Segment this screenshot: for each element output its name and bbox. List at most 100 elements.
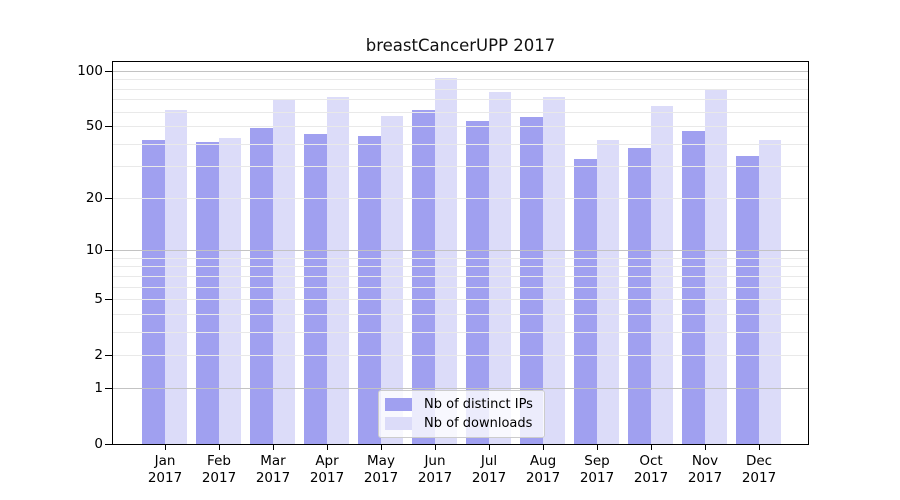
gridline-20 — [113, 197, 808, 199]
x-tick-mark-dec — [759, 445, 760, 450]
x-tick-mark-nov — [705, 445, 706, 450]
y-tick-mark-20 — [105, 198, 112, 199]
x-tick-year: 2017 — [633, 469, 669, 486]
gridline-9 — [113, 257, 808, 259]
bar-downloads-may — [380, 115, 403, 444]
bar-distinct-ips-mar — [250, 127, 273, 444]
x-tick-month: Jun — [424, 453, 446, 469]
gridline-80 — [113, 88, 808, 90]
legend-label-downloads: Nb of downloads — [424, 416, 533, 431]
x-tick-label-sep: Sep 2017 — [567, 453, 627, 486]
legend-swatch-downloads — [385, 417, 412, 430]
x-tick-label-apr: Apr 2017 — [297, 453, 357, 486]
x-tick-month: Feb — [207, 453, 231, 469]
bar-distinct-ips-may — [358, 136, 381, 444]
x-tick-month: Mar — [260, 453, 286, 469]
gridline-8 — [113, 266, 808, 268]
x-tick-month: Apr — [315, 453, 339, 469]
y-tick-label-5: 5 — [94, 291, 103, 307]
chart-title: breastCancerUPP 2017 — [365, 36, 556, 55]
x-tick-month: Sep — [584, 453, 610, 469]
bar-distinct-ips-feb — [196, 141, 219, 444]
gridline-10 — [113, 250, 808, 252]
x-tick-year: 2017 — [471, 469, 507, 486]
gridline-7 — [113, 275, 808, 277]
gridline-3 — [113, 331, 808, 333]
x-tick-month: Nov — [691, 453, 719, 469]
x-tick-year: 2017 — [741, 469, 777, 486]
y-tick-label-100: 100 — [77, 63, 103, 79]
bar-distinct-ips-sep — [574, 158, 597, 444]
bar-downloads-sep — [596, 139, 619, 444]
x-tick-label-jan: Jan 2017 — [135, 453, 195, 486]
gridline-30 — [113, 166, 808, 168]
bar-downloads-dec — [758, 139, 781, 444]
gridline-50 — [113, 126, 808, 127]
gridline-5 — [113, 299, 808, 301]
bar-downloads-jan — [164, 110, 187, 444]
y-tick-mark-10 — [105, 250, 112, 251]
y-tick-label-50: 50 — [85, 118, 103, 134]
bar-downloads-aug — [542, 97, 565, 444]
bar-downloads-mar — [272, 99, 295, 444]
x-tick-mark-jul — [489, 445, 490, 450]
x-tick-month: Jul — [480, 453, 498, 469]
x-tick-year: 2017 — [525, 469, 561, 486]
x-tick-label-jun: Jun 2017 — [405, 453, 465, 486]
bar-downloads-apr — [326, 97, 349, 444]
gridline-100 — [113, 70, 808, 72]
x-tick-month: Dec — [745, 453, 773, 469]
y-tick-label-0: 0 — [94, 436, 103, 452]
gridline-2 — [113, 355, 808, 357]
legend-item-distinct-ips: Nb of distinct IPs — [385, 397, 544, 412]
x-tick-month: Aug — [529, 453, 557, 469]
x-tick-year: 2017 — [417, 469, 453, 486]
x-tick-mark-jan — [165, 445, 166, 450]
x-tick-year: 2017 — [687, 469, 723, 486]
x-tick-label-may: May 2017 — [351, 453, 411, 486]
bar-downloads-jun — [434, 78, 457, 444]
bar-distinct-ips-oct — [628, 147, 651, 444]
y-tick-label-2: 2 — [94, 347, 103, 363]
bar-distinct-ips-jun — [412, 110, 435, 444]
bar-distinct-ips-jul — [466, 121, 489, 444]
gridline-90 — [113, 79, 808, 81]
x-tick-year: 2017 — [579, 469, 615, 486]
gridline-60 — [113, 111, 808, 113]
x-tick-label-jul: Jul 2017 — [459, 453, 519, 486]
bar-downloads-feb — [218, 137, 241, 444]
y-tick-mark-50 — [105, 126, 112, 127]
legend-item-downloads: Nb of downloads — [385, 416, 544, 431]
y-tick-label-1: 1 — [94, 380, 103, 396]
x-tick-year: 2017 — [201, 469, 237, 486]
bar-downloads-oct — [650, 106, 673, 444]
legend-swatch-distinct-ips — [385, 398, 412, 411]
y-tick-mark-100 — [105, 71, 112, 72]
gridline-4 — [113, 313, 808, 315]
y-tick-label-20: 20 — [85, 190, 103, 206]
legend-label-distinct-ips: Nb of distinct IPs — [424, 397, 533, 412]
x-tick-label-aug: Aug 2017 — [513, 453, 573, 486]
gridlines-layer — [113, 62, 808, 444]
bar-distinct-ips-apr — [304, 134, 327, 444]
bar-distinct-ips-jan — [142, 139, 165, 444]
x-tick-year: 2017 — [363, 469, 399, 486]
x-tick-label-mar: Mar 2017 — [243, 453, 303, 486]
x-tick-label-nov: Nov 2017 — [675, 453, 735, 486]
x-tick-mark-jun — [435, 445, 436, 450]
x-tick-mark-apr — [327, 445, 328, 450]
x-tick-year: 2017 — [147, 469, 183, 486]
y-tick-mark-2 — [105, 355, 112, 356]
y-tick-mark-1 — [105, 388, 112, 389]
x-tick-mark-aug — [543, 445, 544, 450]
y-tick-mark-5 — [105, 299, 112, 300]
x-tick-mark-mar — [273, 445, 274, 450]
x-tick-year: 2017 — [309, 469, 345, 486]
gridline-40 — [113, 143, 808, 145]
gridline-70 — [113, 99, 808, 101]
x-tick-mark-sep — [597, 445, 598, 450]
gridline-1 — [113, 387, 808, 389]
x-tick-label-feb: Feb 2017 — [189, 453, 249, 486]
x-tick-mark-feb — [219, 445, 220, 450]
